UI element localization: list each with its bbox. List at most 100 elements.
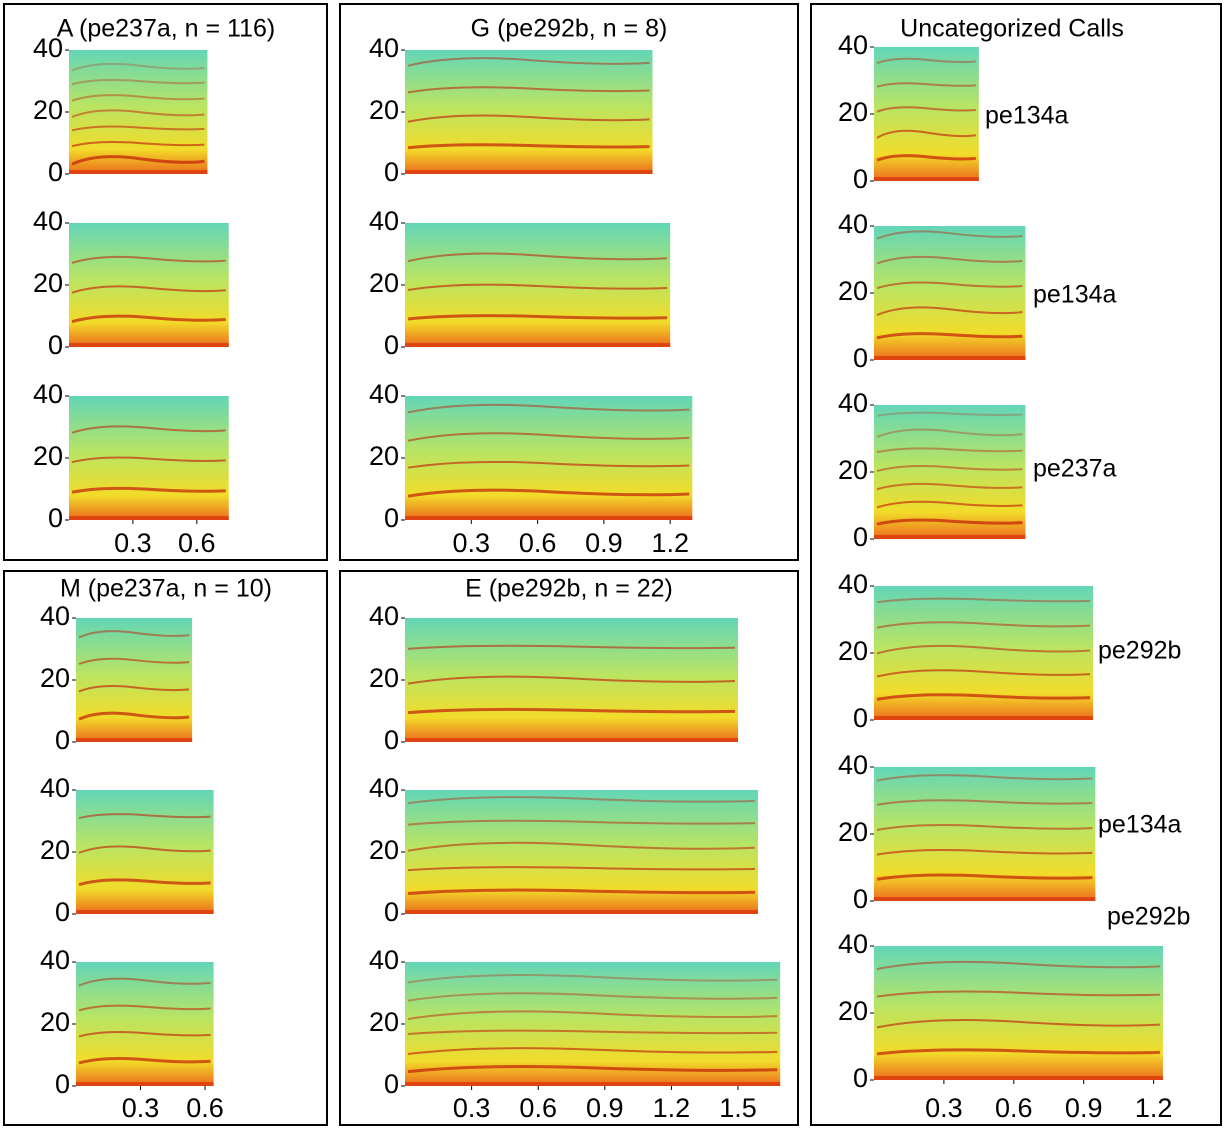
y-tick-label: 20 [40, 1007, 70, 1037]
harmonic [407, 1029, 778, 1035]
y-tick-label: 40 [838, 388, 868, 418]
y-tick-label: 40 [369, 33, 399, 63]
harmonic [78, 878, 211, 887]
spectrogram-floor [405, 516, 693, 520]
harmonic [78, 813, 211, 820]
x-tick-label: 0.9 [1065, 1093, 1103, 1123]
harmonic [71, 62, 205, 72]
y-tick-label: 20 [369, 1007, 399, 1037]
y-tick-label: 0 [853, 1063, 868, 1093]
spectrogram-floor [405, 738, 738, 742]
spectrogram [405, 396, 693, 520]
harmonic [407, 644, 736, 650]
harmonic [71, 78, 205, 86]
spectrogram [405, 962, 781, 1086]
y-tick-label: 0 [48, 330, 63, 360]
y-tick-label: 0 [853, 343, 868, 373]
harmonic [876, 129, 976, 139]
panel-title: M (pe237a, n = 10) [60, 575, 272, 603]
y-tick-label: 0 [55, 725, 70, 755]
harmonic [876, 644, 1091, 655]
harmonic [876, 281, 1023, 290]
harmonic [407, 796, 756, 805]
x-tick-label: 0.3 [122, 1093, 160, 1123]
harmonic [71, 486, 226, 494]
call-label: pe134a [1098, 811, 1182, 839]
harmonic [78, 1031, 211, 1038]
harmonic [78, 845, 211, 854]
x-tick-label: 1.2 [651, 528, 689, 558]
harmonic [71, 456, 226, 464]
harmonic [876, 774, 1093, 782]
harmonic [876, 693, 1091, 701]
spectrogram-floor [874, 535, 1026, 539]
spectrogram-floor [76, 1082, 214, 1086]
y-tick-label: 40 [838, 750, 868, 780]
spectrogram [69, 223, 229, 347]
spectrogram-floor [69, 516, 229, 520]
y-tick-label: 0 [853, 522, 868, 552]
spectrogram-floor [874, 1076, 1163, 1080]
harmonic [876, 1048, 1160, 1056]
y-tick-label: 40 [838, 209, 868, 239]
spectrogram [76, 618, 193, 742]
harmonic [876, 518, 1023, 526]
harmonic [876, 154, 976, 162]
harmonic [876, 669, 1091, 678]
y-tick-label: 40 [33, 33, 63, 63]
y-tick-label: 40 [33, 206, 63, 236]
spectrogram [69, 50, 208, 174]
spectrogram [405, 618, 738, 742]
harmonic [407, 1065, 778, 1074]
call-label: pe237a [1033, 455, 1117, 483]
harmonic [876, 482, 1023, 491]
spectrogram-floor [405, 170, 653, 174]
y-tick-label: 40 [40, 601, 70, 631]
harmonic [876, 332, 1023, 340]
y-tick-label: 20 [369, 663, 399, 693]
panel-title: E (pe292b, n = 22) [465, 575, 673, 603]
y-tick-label: 40 [40, 773, 70, 803]
harmonic [78, 657, 190, 666]
harmonic [407, 252, 668, 263]
harmonic [407, 403, 690, 414]
x-tick-label: 0.3 [453, 1093, 491, 1123]
x-tick-label: 0.6 [186, 1093, 224, 1123]
spectrogram [405, 50, 653, 174]
harmonic [407, 707, 736, 715]
panel-title: G (pe292b, n = 8) [471, 15, 668, 43]
y-tick-label: 20 [40, 835, 70, 865]
x-tick-label: 1.2 [1135, 1093, 1173, 1123]
harmonic [78, 1004, 211, 1012]
spectrogram-floor [405, 1082, 781, 1086]
harmonic [407, 143, 650, 150]
y-tick-label: 20 [838, 97, 868, 127]
y-tick-label: 0 [55, 897, 70, 927]
harmonic [876, 57, 976, 64]
y-tick-label: 40 [838, 929, 868, 959]
harmonic [407, 460, 690, 469]
spectrogram [874, 946, 1163, 1080]
harmonic [71, 94, 205, 102]
spectrogram-floor [76, 910, 214, 914]
harmonic [407, 866, 755, 872]
harmonic [71, 109, 205, 118]
harmonic [876, 82, 976, 88]
harmonic [876, 621, 1091, 629]
call-label: pe292b [1107, 903, 1190, 931]
spectrogram [76, 962, 214, 1086]
y-tick-label: 0 [384, 330, 399, 360]
harmonic [71, 125, 205, 132]
harmonic [407, 1010, 778, 1020]
y-tick-label: 20 [369, 441, 399, 471]
harmonic [407, 488, 690, 498]
harmonic [78, 711, 190, 721]
spectrogram-floor [874, 897, 1096, 901]
y-tick-label: 20 [369, 268, 399, 298]
y-tick-label: 20 [838, 817, 868, 847]
y-tick-label: 20 [369, 95, 399, 125]
harmonic [78, 977, 211, 987]
spectrogram-floor [874, 356, 1026, 360]
